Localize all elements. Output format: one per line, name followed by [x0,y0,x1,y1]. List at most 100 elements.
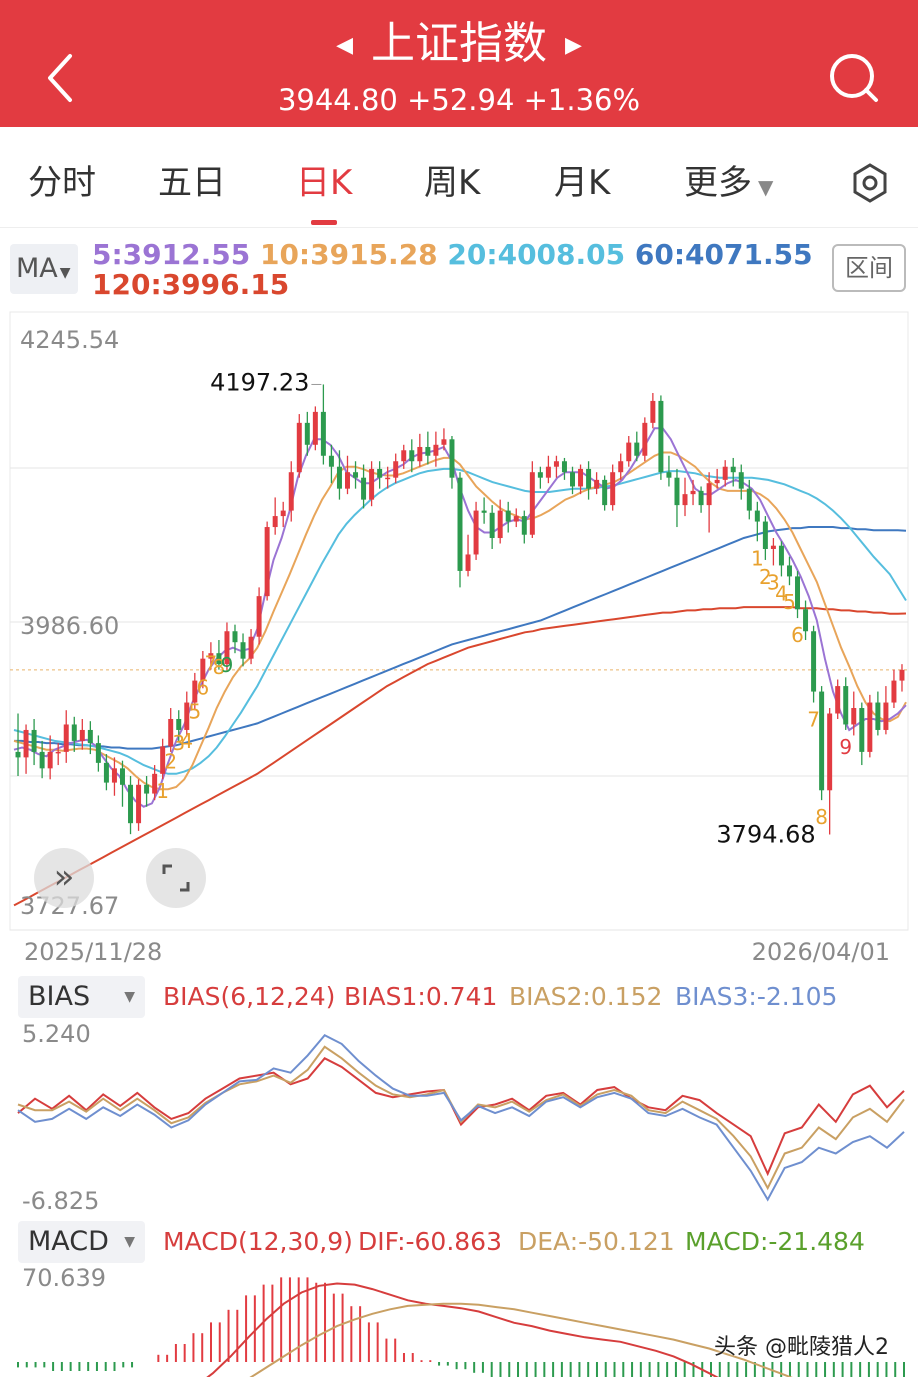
candle [168,708,174,752]
candle-body [698,490,704,506]
candle-body [393,461,399,478]
candle [835,679,841,719]
candle [31,718,37,766]
tab-daily-k[interactable]: 日K [296,163,353,203]
candle-body [31,729,37,752]
candle [730,457,736,487]
bias-selector[interactable]: BIAS ▼ [18,976,145,1018]
candle [722,460,728,487]
candle [473,501,479,560]
period-tabs: 分时 五日 日K 周K 月K 更多 ▼ [0,127,918,228]
next-index-icon[interactable]: ▶ [565,33,582,58]
candle [71,716,77,752]
candle-body [176,718,182,730]
candle [288,461,294,522]
td-count-down: 3 [767,570,780,594]
candle-body [529,472,535,535]
candle [778,541,784,577]
candle-body [513,516,519,522]
dif-value: DIF:-60.863 [358,1227,502,1256]
candle [136,779,142,831]
candle-body [385,477,391,480]
candle-body [642,422,648,456]
candle [224,622,230,670]
candle [409,439,415,473]
candle-body [55,751,61,754]
candle [891,669,897,709]
candle-body [345,472,350,489]
ma-legend-row: MA ▼ 5:3912.55 10:3915.28 20:4008.05 60:4… [0,232,918,302]
macd-chart[interactable]: 70.639 [0,1262,918,1377]
candle-body [770,545,776,549]
candle [505,501,511,533]
macd-params: MACD(12,30,9) [163,1227,353,1256]
macd-selector[interactable]: MACD ▼ [18,1221,145,1263]
candle-body [545,466,551,478]
candle [345,455,350,495]
bias3-value: BIAS3:-2.105 [675,982,838,1011]
candle [369,461,375,507]
candle [762,516,768,560]
candle-body [786,565,792,577]
dea-value: DEA:-50.121 [518,1227,675,1256]
fullscreen-button[interactable] [146,848,206,908]
macd-y-max: 70.639 [22,1264,106,1292]
candle [658,395,664,480]
candle [602,475,608,511]
search-button[interactable] [826,50,882,106]
candle [674,468,680,528]
candle [55,743,61,766]
tab-more[interactable]: 更多 ▼ [684,161,773,209]
tab-intraday[interactable]: 分时 [28,163,96,203]
candle [827,708,833,835]
candle-body [47,751,53,769]
ma120-value: 120:3996.15 [92,268,290,301]
index-name: 上证指数 [371,18,547,69]
candle-body [449,439,455,478]
candle [15,713,21,777]
candle [545,455,551,484]
tab-weekly-k[interactable]: 周K [424,163,481,203]
prev-index-icon[interactable]: ◀ [336,33,353,58]
candle-body [280,510,286,517]
candle [819,686,825,801]
bias1-line [17,1057,905,1177]
candle-body [658,400,664,473]
expand-button[interactable]: » [34,848,94,908]
td-count-up: 5 [188,700,201,724]
candle-body [899,669,905,681]
candle [570,466,575,495]
candle [457,472,463,588]
candle-body [87,729,93,744]
candle [103,754,109,791]
candle [441,428,447,451]
ma10-value: 10:3915.28 [259,238,438,271]
candle [481,497,487,524]
td-count-up: 3 [172,731,185,755]
candle [851,691,857,736]
bias-chart[interactable]: 5.240 -6.825 [0,1016,918,1216]
candle [216,640,222,670]
tab-monthly-k[interactable]: 月K [554,163,611,203]
candle [240,633,246,667]
candlestick-chart[interactable]: 4245.543986.603727.672025/11/282026/04/0… [0,310,918,970]
page-title: ◀ 上证指数 ▶ [0,14,918,76]
price-quote: 3944.80 +52.94 +1.36% [277,83,641,117]
candle-body [441,439,447,445]
tab-five-day[interactable]: 五日 [158,163,226,203]
ma-selector[interactable]: MA ▼ [10,244,78,294]
range-button[interactable]: 区间 [832,244,906,292]
candle-body [602,479,608,506]
candle-body [537,472,543,478]
candle [899,664,905,692]
td-count-up: 8 [213,655,226,679]
td-count-down: 2 [759,565,772,589]
settings-button[interactable] [850,163,890,203]
candle [875,691,881,736]
candle-body [232,631,238,643]
back-button[interactable] [40,50,84,110]
candle-body [634,442,640,456]
bias2-line [17,1045,905,1191]
candle-body [119,768,125,785]
candle-body [746,488,752,511]
